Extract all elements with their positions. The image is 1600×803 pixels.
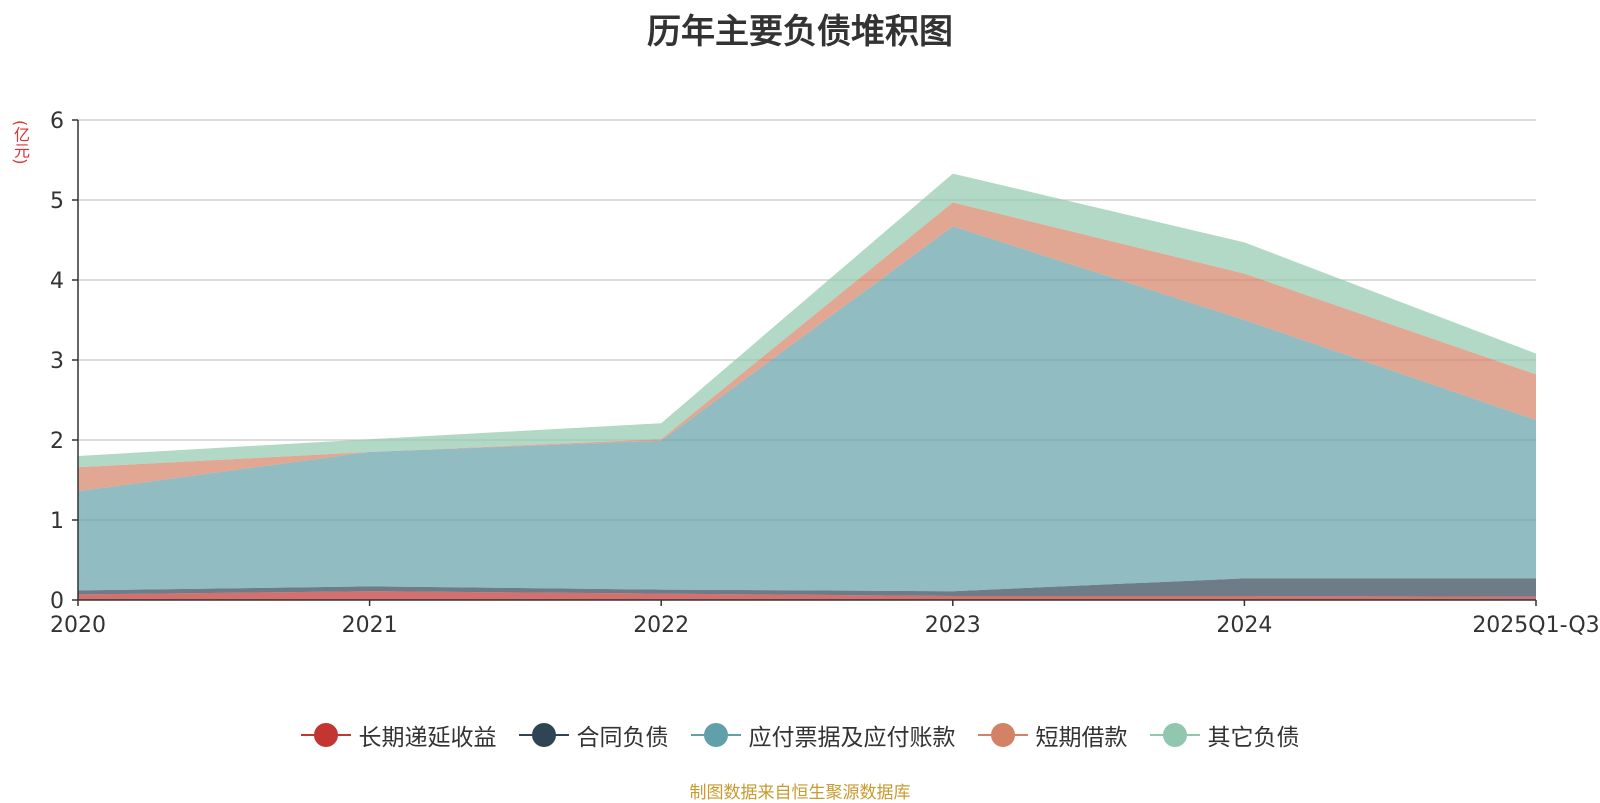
legend-label: 合同负债 <box>576 725 669 751</box>
x-tick-label: 2022 <box>633 613 689 638</box>
area-series-0 <box>78 591 1536 600</box>
legend-item-1[interactable]: 合同负债 <box>518 718 669 752</box>
stacked-area-chart: 0 1 2 3 4 5 6 2020 2021 2022 2023 2024 2025Q1-Q3 <box>50 109 1600 638</box>
area-series-4 <box>78 173 1536 468</box>
y-tick-label: 4 <box>50 269 64 294</box>
legend-marker-icon <box>300 722 351 748</box>
legend: 长期递延收益 合同负债 应付票据及应付账款 短期借款 其它负债 <box>0 718 1600 752</box>
legend-item-3[interactable]: 短期借款 <box>977 718 1128 752</box>
x-tick-label: 2021 <box>342 613 398 638</box>
y-tick-label: 1 <box>50 509 64 534</box>
legend-label: 长期递延收益 <box>358 725 497 751</box>
area-series-3 <box>78 202 1536 492</box>
legend-marker-icon <box>690 722 741 748</box>
y-tick-label: 6 <box>50 109 64 134</box>
x-tick-label: 2020 <box>50 613 106 638</box>
y-axis-unit: (亿元) <box>11 120 30 165</box>
data-source-note: 制图数据来自恒生聚源数据库 <box>689 783 911 803</box>
legend-item-2[interactable]: 应付票据及应付账款 <box>690 718 956 752</box>
legend-label: 应付票据及应付账款 <box>748 725 956 751</box>
legend-label: 短期借款 <box>1035 725 1128 751</box>
area-series-1 <box>78 578 1536 597</box>
legend-item-4[interactable]: 其它负债 <box>1149 718 1300 752</box>
y-tick-label: 5 <box>50 189 64 214</box>
legend-marker-icon <box>977 722 1028 748</box>
chart-title: 历年主要负债堆积图 <box>647 12 953 52</box>
legend-label: 其它负债 <box>1207 725 1300 751</box>
y-tick-label: 2 <box>50 429 64 454</box>
legend-marker-icon <box>518 722 569 748</box>
x-tick-label: 2025Q1-Q3 <box>1472 613 1599 638</box>
legend-item-0[interactable]: 长期递延收益 <box>300 718 497 752</box>
y-tick-label: 3 <box>50 349 64 374</box>
y-tick-label: 0 <box>50 589 64 614</box>
x-tick-label: 2024 <box>1216 613 1272 638</box>
area-series-2 <box>78 226 1536 592</box>
legend-marker-icon <box>1149 722 1200 748</box>
x-tick-label: 2023 <box>925 613 981 638</box>
